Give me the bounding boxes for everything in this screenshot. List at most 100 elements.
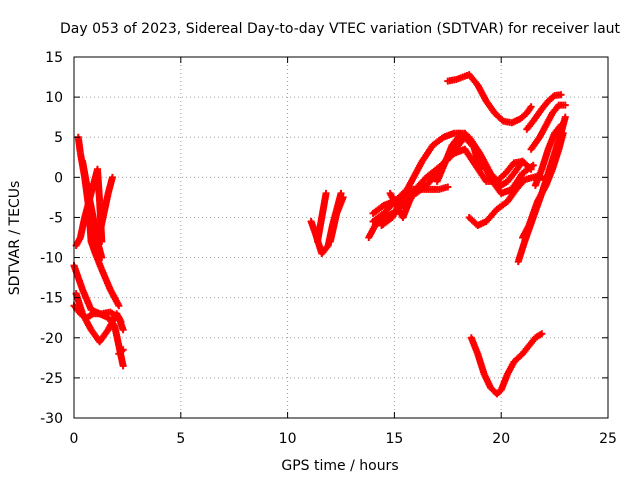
data-point-fill — [528, 135, 543, 152]
data-point-fill — [523, 174, 535, 183]
data-point-fill — [94, 167, 104, 204]
data-point-fill — [105, 315, 117, 328]
axis-ticks: 0 5 10 15 20 25 -30 -25 -20 -15 -10 -5 0 5 10 15 — [40, 50, 617, 447]
data-point-fill — [520, 343, 532, 356]
data-point-fill — [511, 351, 525, 365]
data-point — [119, 362, 127, 370]
data-point-fill — [511, 159, 525, 176]
data-point-fill — [430, 134, 446, 148]
data-point-fill — [518, 111, 529, 121]
data-point — [337, 189, 345, 197]
data-point-fill — [379, 215, 395, 228]
data-point — [476, 165, 484, 173]
data-point-fill — [477, 151, 494, 176]
data-point-fill — [84, 311, 96, 321]
data-point — [115, 302, 123, 310]
data-point-fill — [553, 91, 563, 99]
data-point-fill — [524, 119, 536, 132]
series-track-26 — [531, 121, 565, 189]
y-tick-label: -30 — [40, 411, 63, 427]
data-point-fill — [466, 72, 480, 88]
y-tick-label: 10 — [45, 90, 63, 106]
data-point-fill — [505, 187, 519, 204]
data-point-fill — [466, 135, 483, 156]
data-point-fill — [454, 74, 465, 83]
y-tick-label: 5 — [54, 130, 63, 146]
data-point-fill — [108, 309, 121, 321]
data-point-fill — [83, 183, 97, 220]
data-point-fill — [327, 211, 340, 244]
x-tick-label: 10 — [279, 431, 297, 447]
series-track-20 — [454, 129, 527, 189]
data-point — [420, 181, 428, 189]
y-tick-label: -20 — [40, 331, 63, 347]
series-track-23 — [519, 129, 567, 241]
data-point — [119, 326, 127, 334]
data-point-fill — [97, 327, 111, 344]
data-point-fill — [505, 171, 517, 184]
series-track-8 — [115, 346, 127, 358]
data-point-fill — [530, 107, 545, 124]
data-point-fill — [552, 123, 564, 136]
data-point-fill — [79, 159, 90, 188]
data-point-fill — [494, 199, 510, 212]
x-tick-label: 0 — [70, 431, 79, 447]
data-point-fill — [461, 71, 471, 80]
grid — [74, 57, 608, 418]
series-track-21 — [467, 330, 546, 398]
data-point — [339, 193, 347, 201]
series-track-24 — [523, 91, 565, 133]
y-tick-label: -5 — [49, 210, 63, 226]
data-point-fill — [557, 101, 567, 109]
x-tick-label: 25 — [599, 431, 617, 447]
series-track-25 — [527, 101, 569, 153]
y-tick-label: 15 — [45, 50, 63, 66]
data-point-fill — [503, 160, 517, 176]
data-point-fill — [499, 178, 510, 188]
y-tick-label: -15 — [40, 291, 63, 307]
data-point-fill — [538, 147, 552, 171]
data-point-fill — [373, 215, 388, 228]
data-point — [561, 113, 569, 121]
chart-title: Day 053 of 2023, Sidereal Day-to-day VTE… — [60, 21, 621, 37]
data-points — [70, 71, 569, 398]
data-point-fill — [78, 311, 89, 321]
series-track-17 — [433, 133, 462, 185]
data-point-fill — [483, 99, 498, 116]
y-tick-label: 0 — [54, 170, 63, 186]
data-point — [108, 173, 116, 181]
data-point-fill — [550, 103, 562, 116]
data-point-fill — [515, 239, 528, 264]
data-point-fill — [524, 104, 534, 116]
data-point-fill — [100, 191, 112, 216]
data-point — [444, 183, 452, 191]
x-tick-label: 20 — [492, 431, 510, 447]
data-point-fill — [520, 162, 536, 176]
data-point — [527, 103, 535, 111]
data-point — [98, 254, 106, 262]
data-point-fill — [394, 187, 410, 202]
data-point — [557, 91, 565, 99]
data-point-fill — [501, 118, 514, 126]
series-track-18 — [444, 71, 535, 127]
data-point-fill — [419, 143, 436, 164]
data-point-fill — [424, 171, 440, 188]
x-tick-label: 15 — [385, 431, 403, 447]
data-point — [322, 189, 330, 197]
data-point-fill — [446, 76, 458, 85]
data-point-fill — [318, 191, 330, 220]
data-point-fill — [434, 159, 449, 184]
series-track-19 — [465, 172, 548, 229]
data-point — [559, 129, 567, 137]
data-point-fill — [71, 303, 83, 316]
data-point-fill — [539, 99, 551, 112]
data-point-fill — [100, 309, 112, 317]
data-point-fill — [437, 184, 450, 193]
series-track-10 — [314, 189, 330, 246]
data-point-fill — [526, 199, 541, 228]
data-point — [519, 157, 527, 165]
data-point-fill — [79, 287, 94, 312]
y-axis-title: SDTVAR / TECUs — [7, 181, 23, 296]
data-point-fill — [116, 347, 126, 356]
y-tick-label: -25 — [40, 371, 63, 387]
